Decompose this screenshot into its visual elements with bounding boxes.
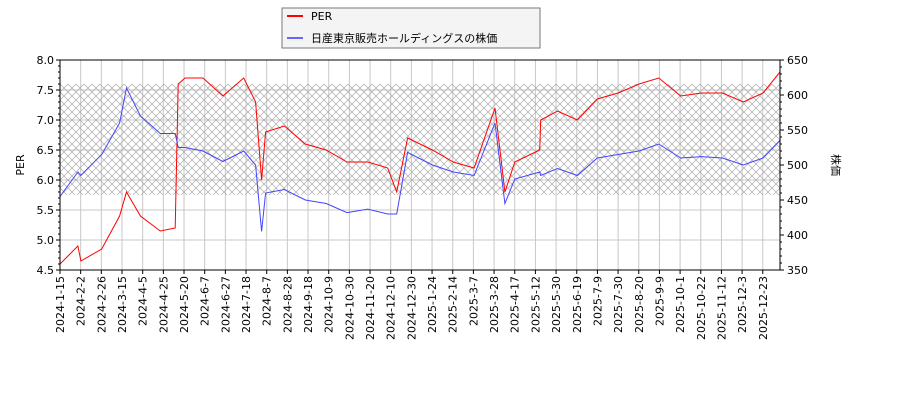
x-tick-label: 2024-11-20 [364, 276, 377, 340]
y-tick-label-right: 400 [787, 229, 808, 242]
y-tick-label-left: 7.0 [37, 114, 55, 127]
legend: PER 日産東京販売ホールディングスの株価 [282, 8, 540, 48]
legend-label-per: PER [311, 10, 333, 23]
y-tick-label-left: 6.0 [37, 174, 55, 187]
x-tick-label: 2024-4-25 [157, 276, 170, 333]
x-tick-label: 2024-5-20 [178, 276, 191, 333]
x-tick-label: 2025-11-12 [715, 276, 728, 340]
y-axis-right-label: 株価 [829, 154, 843, 176]
y-tick-label-left: 7.5 [37, 84, 55, 97]
x-tick-label: 2024-7-18 [240, 276, 253, 333]
x-tick-label: 2025-10-1 [674, 276, 687, 333]
y-tick-label-right: 450 [787, 194, 808, 207]
x-tick-label: 2024-6-7 [199, 276, 212, 326]
y-tick-label-right: 650 [787, 54, 808, 67]
y-axis-left-label: PER [14, 154, 27, 176]
x-tick-label: 2025-7-30 [612, 276, 625, 333]
x-tick-label: 2025-1-24 [426, 276, 439, 333]
x-tick-label: 2025-6-19 [571, 276, 584, 333]
x-tick-label: 2025-9-9 [653, 276, 666, 326]
x-tick-label: 2025-10-22 [695, 276, 708, 340]
y-tick-label-right: 350 [787, 264, 808, 277]
x-tick-label: 2025-5-12 [529, 276, 542, 333]
x-tick-label: 2025-4-17 [509, 276, 522, 333]
x-tick-label: 2024-6-27 [219, 276, 232, 333]
x-tick-label: 2025-5-30 [550, 276, 563, 333]
x-tick-label: 2025-2-14 [447, 276, 460, 333]
x-tick-label: 2025-8-20 [633, 276, 646, 333]
y-tick-label-left: 8.0 [37, 54, 55, 67]
y-tick-label-left: 5.0 [37, 234, 55, 247]
x-tick-label: 2024-9-18 [302, 276, 315, 333]
y-tick-label-left: 6.5 [37, 144, 55, 157]
x-tick-label: 2025-12-3 [736, 276, 749, 333]
x-tick-label: 2024-8-7 [261, 276, 274, 326]
per-range-band [60, 84, 780, 195]
x-tick-label: 2025-3-7 [467, 276, 480, 326]
x-tick-label: 2024-4-5 [137, 276, 150, 326]
x-tick-label: 2024-8-28 [281, 276, 294, 333]
y-tick-label-right: 500 [787, 159, 808, 172]
y-tick-label-right: 550 [787, 124, 808, 137]
x-tick-label: 2025-7-9 [591, 276, 604, 326]
x-tick-label: 2024-10-9 [323, 276, 336, 333]
y-tick-label-left: 4.5 [37, 264, 55, 277]
x-tick-label: 2025-12-23 [757, 276, 770, 340]
x-tick-label: 2025-3-28 [488, 276, 501, 333]
legend-label-price: 日産東京販売ホールディングスの株価 [311, 31, 497, 45]
x-tick-label: 2024-3-15 [116, 276, 129, 333]
x-tick-label: 2024-12-30 [405, 276, 418, 340]
x-tick-label: 2024-12-10 [385, 276, 398, 340]
x-tick-label: 2024-1-15 [54, 276, 67, 333]
x-tick-label: 2024-2-26 [95, 276, 108, 333]
y-tick-label-right: 600 [787, 89, 808, 102]
x-tick-label: 2024-10-30 [343, 276, 356, 340]
x-tick-label: 2024-2-2 [75, 276, 88, 326]
y-tick-label-left: 5.5 [37, 204, 55, 217]
